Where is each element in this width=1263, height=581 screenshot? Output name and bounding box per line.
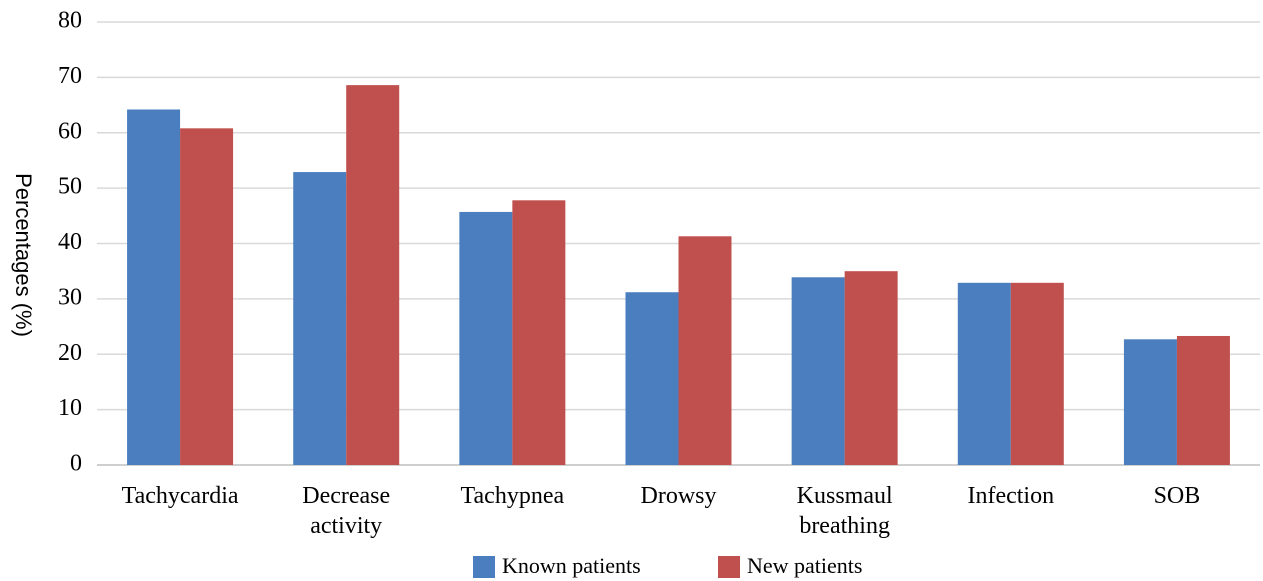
bar [293,172,347,465]
y-tick-label: 60 [58,118,82,144]
y-tick-label: 70 [58,63,82,89]
y-axis-title: Percentages (%) [11,173,36,337]
x-tick-label: Drowsy [640,483,717,509]
bar [346,85,400,465]
bar [791,277,845,465]
legend-swatch [718,556,740,578]
x-tick-label: Tachypnea [460,483,565,509]
bar [678,236,732,465]
x-tick-label: Infection [967,483,1055,509]
bar [625,292,679,465]
bar [180,128,234,465]
y-tick-label: 80 [58,8,82,34]
y-tick-label: 10 [58,395,82,421]
y-tick-label: 30 [58,284,82,310]
legend-label: New patients [747,553,862,578]
bar [1123,339,1177,465]
bar [844,271,898,465]
bar [1176,335,1230,465]
legend-label: Known patients [502,553,641,578]
legend-swatch [473,556,495,578]
y-tick-label: 20 [58,340,82,366]
y-tick-label: 50 [58,174,82,200]
bar [1010,282,1064,465]
y-tick-label: 0 [70,451,82,477]
bar [957,282,1011,465]
x-tick-label: Kussmaul breathing [796,483,893,539]
x-tick-label: Tachycardia [121,483,239,509]
x-tick-label: SOB [1153,483,1201,509]
bar [127,109,181,466]
bar [459,211,513,465]
y-tick-label: 40 [58,229,82,255]
bar [512,200,566,465]
x-tick-label: Decrease activity [302,483,391,539]
